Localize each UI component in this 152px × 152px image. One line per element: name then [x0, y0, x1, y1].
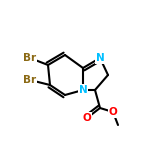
Text: Br: Br: [23, 75, 37, 85]
Text: O: O: [109, 107, 117, 117]
Text: O: O: [83, 113, 91, 123]
Text: N: N: [96, 53, 104, 63]
Text: N: N: [79, 85, 87, 95]
Text: Br: Br: [23, 53, 37, 63]
